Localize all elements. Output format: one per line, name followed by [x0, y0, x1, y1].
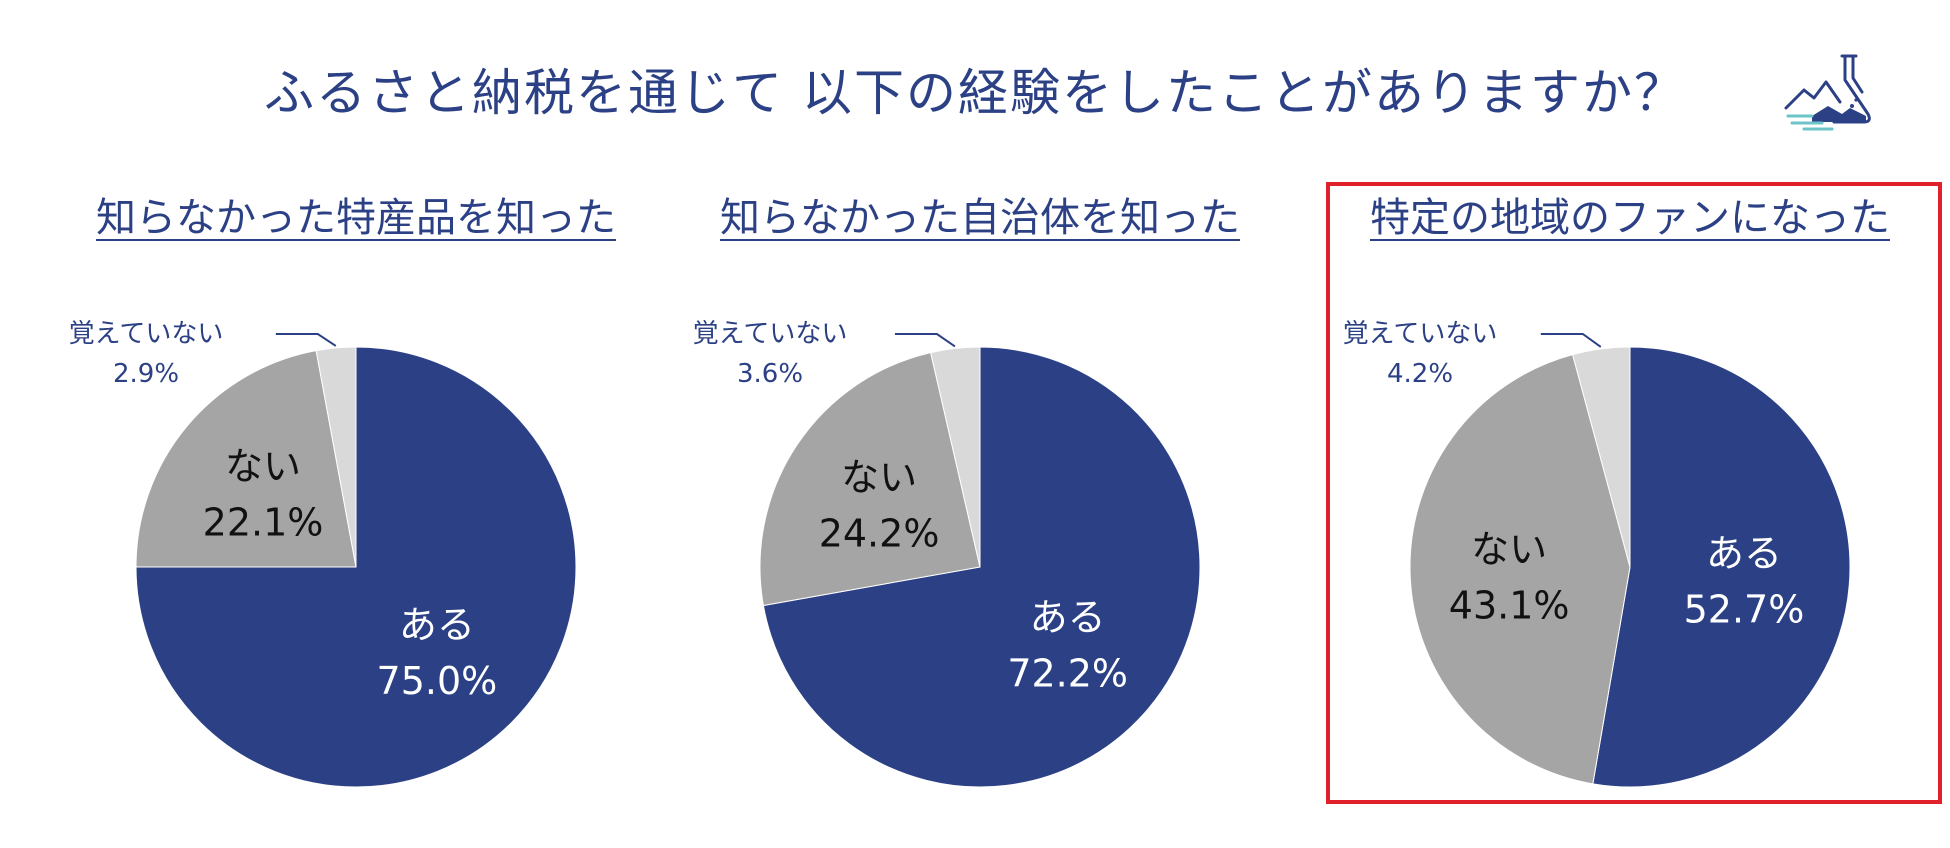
slice-value-label: 24.2%	[819, 511, 940, 555]
slice-value-label: 43.1%	[1449, 584, 1570, 628]
callout-leader-line	[894, 333, 956, 348]
page-title: ふるさと納税を通じて 以下の経験をしたことがありますか？	[264, 64, 1686, 122]
flask-landscape-icon	[1784, 54, 1871, 131]
slice-value-label: 52.7%	[1684, 588, 1805, 632]
callout-leader-line	[275, 333, 337, 347]
callout-leader-line	[1540, 333, 1602, 348]
callout-label: 覚えていない	[1343, 319, 1498, 349]
slice-value-label: 22.1%	[203, 501, 324, 545]
slice-label: ある	[399, 603, 475, 647]
callout-value-label: 4.2%	[1387, 359, 1453, 389]
slice-nai	[135, 350, 357, 568]
pie-chart: ある 52.7% ない 43.1% 覚えていない 4.2%	[1343, 319, 1851, 788]
slice-value-label: 75.0%	[377, 659, 498, 703]
slice-label: ない	[1471, 528, 1547, 572]
callout-label: 覚えていない	[69, 319, 224, 349]
pie-chart: ある 72.2% ない 24.2% 覚えていない 3.6%	[693, 319, 1201, 788]
slice-oboeteinai	[930, 346, 981, 568]
callout-value-label: 2.9%	[113, 359, 179, 389]
slice-oboeteinai	[315, 346, 357, 568]
highlight-frame	[1326, 182, 1942, 804]
pie-chart: ある 75.0% ない 22.1% 覚えていない 2.9%	[69, 319, 577, 788]
slice-aru	[762, 346, 1201, 788]
chart-title: 特定の地域のファンになった	[1370, 195, 1890, 241]
slice-value-label: 72.2%	[1007, 651, 1128, 695]
chart-title: 知らなかった特産品を知った	[96, 195, 616, 241]
slice-label: ある	[1030, 595, 1106, 639]
callout-value-label: 3.6%	[737, 359, 803, 389]
chart-panel-fan: 特定の地域のファンになった ある 52.7% ない 43.1% 覚えていない 4.2%	[1330, 180, 1930, 820]
chart-panel-jichitai: 知らなかった自治体を知った ある 72.2% ない 24.2% 覚えていない 3.6%	[680, 180, 1280, 820]
slice-label: ない	[225, 445, 301, 489]
slice-nai	[759, 352, 981, 607]
slice-oboeteinai	[1572, 346, 1631, 568]
slice-label: ない	[841, 455, 917, 499]
chart-panel-tokusanhin: 知らなかった特産品を知った ある 75.0% ない 22.1% 覚えていない 2.9%	[56, 180, 656, 820]
slice-nai	[1409, 354, 1631, 785]
callout-label: 覚えていない	[693, 319, 848, 349]
chart-title: 知らなかった自治体を知った	[720, 195, 1240, 241]
slice-aru	[1592, 346, 1851, 788]
slice-label: ある	[1706, 532, 1782, 576]
